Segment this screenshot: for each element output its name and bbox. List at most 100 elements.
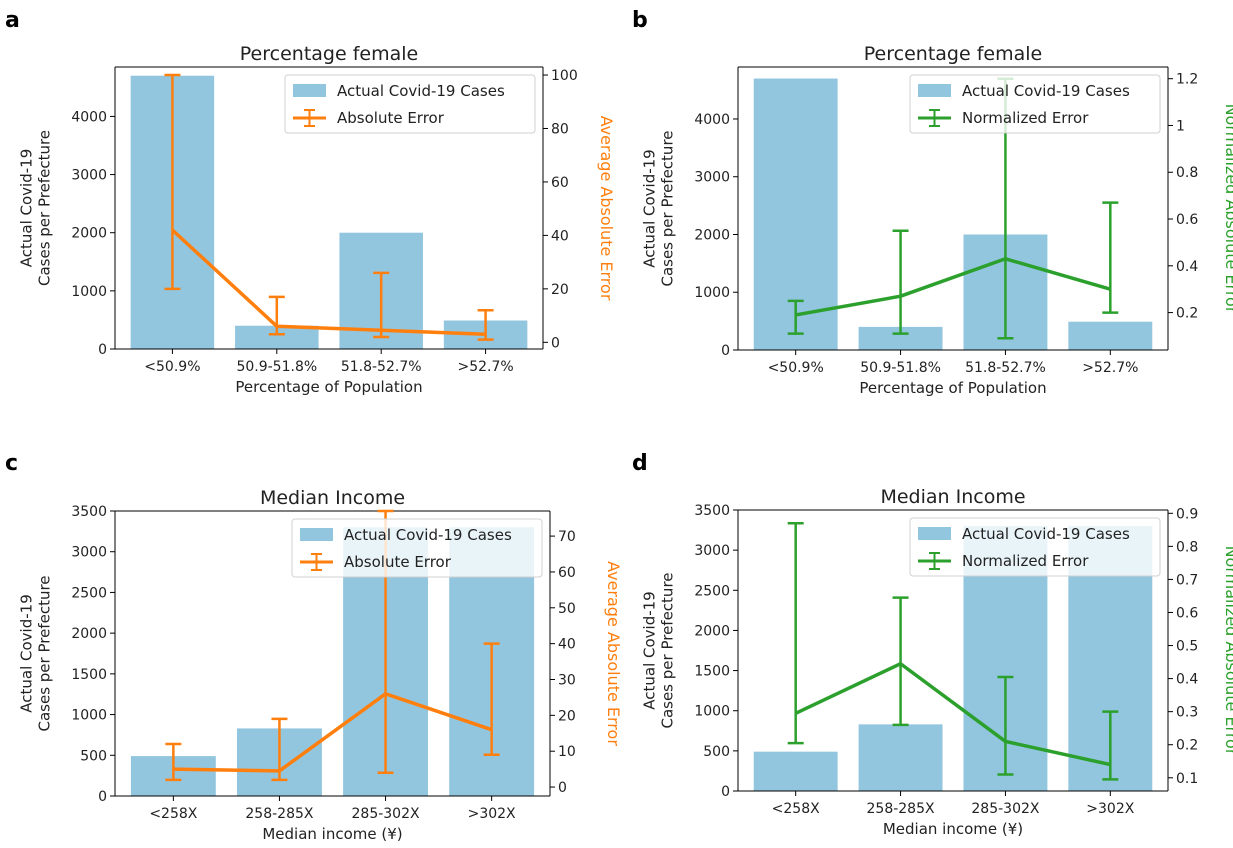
y2-tick-label: 0.6 <box>1176 212 1198 228</box>
y-tick-label: 2000 <box>71 226 107 242</box>
x-tick-label: 51.8-52.7% <box>341 359 422 375</box>
chart-title: Percentage female <box>864 43 1042 65</box>
y-axis-label: Actual Covid-19Cases per Prefecture <box>18 575 54 731</box>
y2-tick-label: 0.8 <box>1176 539 1198 555</box>
y2-tick-label: 70 <box>558 529 576 545</box>
x-tick-label: 50.9-51.8% <box>860 360 941 376</box>
legend-label-line: Normalized Error <box>962 552 1089 570</box>
y2-axis-label: Average Absolute Error <box>604 561 623 746</box>
chart-title: Median Income <box>260 487 405 509</box>
x-tick-label: >302X <box>1086 801 1134 817</box>
y-tick-label: 3500 <box>694 503 730 519</box>
x-axis-label: Percentage of Population <box>235 378 422 396</box>
y2-tick-label: 40 <box>551 228 569 244</box>
y2-tick-label: 0.4 <box>1176 259 1198 275</box>
panel-label: a <box>5 8 20 33</box>
y2-tick-label: 1.2 <box>1176 72 1198 88</box>
legend-label-bar: Actual Covid-19 Cases <box>962 525 1130 543</box>
legend-box <box>291 518 543 578</box>
y-axis-label-line: Cases per Prefecture <box>659 130 677 286</box>
y2-tick-label: 40 <box>558 637 576 653</box>
y-tick-label: 1000 <box>694 285 730 301</box>
x-tick-label: >52.7% <box>1082 360 1138 376</box>
y-tick-label: 1500 <box>71 667 107 683</box>
bar-1 <box>858 724 943 791</box>
y-tick-label: 1500 <box>694 664 730 680</box>
y-axis-label-line: Cases per Prefecture <box>36 130 54 286</box>
y-tick-label: 500 <box>80 748 107 764</box>
y-axis-label-line: Actual Covid-19 <box>641 591 659 709</box>
y2-tick-label: 0.3 <box>1176 705 1198 721</box>
bar-1 <box>235 325 319 349</box>
legend-label-bar: Actual Covid-19 Cases <box>337 82 505 100</box>
bar-3 <box>1068 321 1153 350</box>
legend-swatch-bar <box>918 84 951 97</box>
y2-tick-label: 0 <box>551 335 560 351</box>
y2-tick-label: 20 <box>558 708 576 724</box>
x-tick-label: 258-285X <box>867 801 935 817</box>
x-tick-label: <258X <box>772 801 820 817</box>
y-tick-label: 500 <box>703 744 730 760</box>
panel-label: d <box>632 451 648 476</box>
legend-box <box>909 517 1161 577</box>
x-tick-label: <50.9% <box>144 359 200 375</box>
chart-d: d Median Income 0 500 1000 1500 2000 2500 3000 35… <box>632 451 1233 838</box>
x-tick-label: <50.9% <box>768 360 824 376</box>
y-axis-label: Actual Covid-19Cases per Prefecture <box>641 130 677 286</box>
legend-swatch-bar <box>918 527 951 540</box>
x-tick-label: >302X <box>468 806 516 822</box>
x-tick-label: >52.7% <box>457 359 513 375</box>
bar-1 <box>858 326 943 350</box>
y-tick-label: 3000 <box>694 543 730 559</box>
y-axis-label-line: Actual Covid-19 <box>641 149 659 267</box>
y-tick-label: 4000 <box>694 112 730 128</box>
y-tick-label: 2500 <box>694 583 730 599</box>
y-tick-label: 0 <box>721 784 730 800</box>
y-tick-label: 1000 <box>71 284 107 300</box>
y-tick-label: 1000 <box>694 704 730 720</box>
y2-tick-label: 1 <box>1176 118 1185 134</box>
y-tick-label: 1000 <box>71 708 107 724</box>
y2-tick-label: 20 <box>551 282 569 298</box>
y2-axis-label: Normalized Absolute Error <box>1222 104 1233 314</box>
y2-tick-label: 30 <box>558 672 576 688</box>
legend-label-line: Absolute Error <box>344 553 452 571</box>
y-tick-label: 2000 <box>694 623 730 639</box>
y-axis-label-line: Cases per Prefecture <box>659 572 677 728</box>
y-axis-label: Actual Covid-19Cases per Prefecture <box>641 572 677 728</box>
x-axis-label: Median income (¥) <box>262 825 402 843</box>
y2-tick-label: 0.2 <box>1176 306 1198 322</box>
x-tick-label: 285-302X <box>971 801 1039 817</box>
y-tick-label: 3000 <box>71 168 107 184</box>
x-tick-label: 285-302X <box>352 806 420 822</box>
y2-axis-label: Average Absolute Error <box>597 116 616 301</box>
y-tick-label: 2500 <box>71 585 107 601</box>
chart-b: b Percentage female 0 1000 2000 3000 4000 0.2 0.… <box>632 8 1233 397</box>
y-tick-label: 0 <box>98 789 107 805</box>
y-axis-label-line: Actual Covid-19 <box>18 149 36 267</box>
y-tick-label: 4000 <box>71 109 107 125</box>
error-line <box>173 692 493 773</box>
y2-tick-label: 80 <box>551 121 569 137</box>
y2-tick-label: 50 <box>558 601 576 617</box>
y-axis-label-line: Actual Covid-19 <box>18 594 36 712</box>
y-axis-label: Actual Covid-19Cases per Prefecture <box>18 130 54 286</box>
legend-box <box>284 74 536 134</box>
legend-swatch-bar <box>293 84 326 97</box>
y2-tick-label: 0.9 <box>1176 506 1198 522</box>
panel-label: c <box>5 451 18 476</box>
y-tick-label: 0 <box>721 343 730 359</box>
y2-tick-label: 60 <box>558 565 576 581</box>
y2-tick-label: 0.4 <box>1176 672 1198 688</box>
y-tick-label: 3000 <box>71 545 107 561</box>
y-tick-label: 2000 <box>71 626 107 642</box>
legend-label-bar: Actual Covid-19 Cases <box>962 82 1130 100</box>
x-tick-label: 50.9-51.8% <box>236 359 317 375</box>
y-tick-label: 0 <box>98 342 107 358</box>
x-tick-label: 51.8-52.7% <box>965 360 1046 376</box>
chart-title: Median Income <box>880 486 1025 508</box>
y2-tick-label: 0.8 <box>1176 165 1198 181</box>
y2-tick-label: 0.6 <box>1176 605 1198 621</box>
chart-title: Percentage female <box>240 43 418 65</box>
